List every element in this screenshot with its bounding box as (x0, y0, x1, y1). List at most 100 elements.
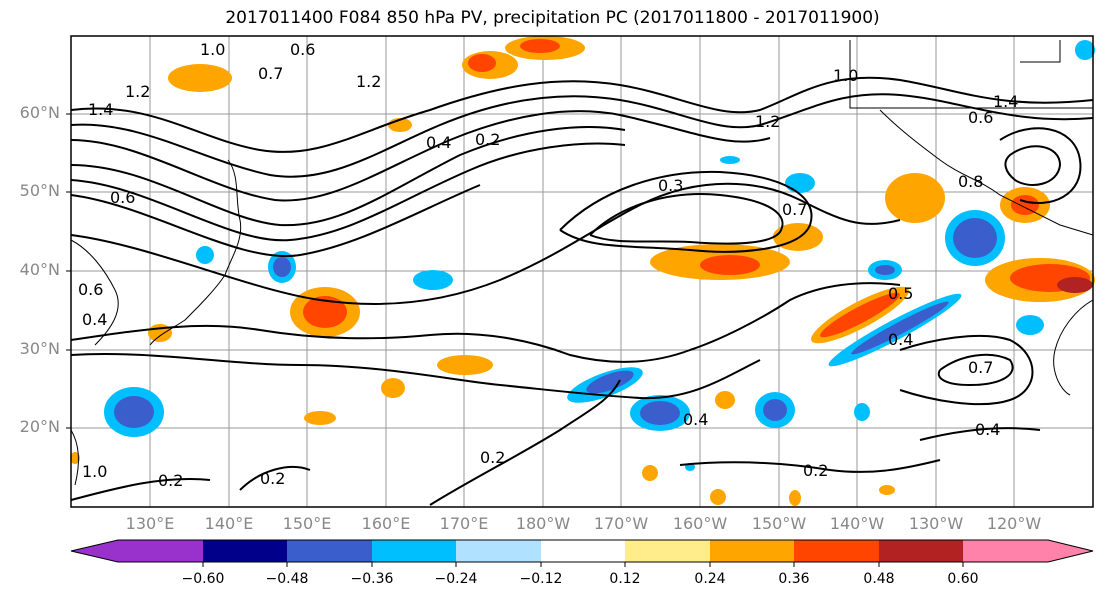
colorbar-outline (70, 539, 1094, 563)
precip-blob (851, 301, 949, 355)
coastlines (70, 40, 1094, 486)
lat-label-20n: 20°N (19, 417, 60, 436)
precip-blob (763, 399, 787, 421)
lon-label: 170°W (593, 514, 649, 533)
precip-blob (437, 355, 493, 375)
contour-label: 1.0 (200, 40, 226, 59)
contour-label: 0.3 (658, 176, 684, 195)
precip-blob (70, 452, 80, 464)
contour-label: 0.4 (888, 330, 914, 349)
contour-label: 0.2 (803, 461, 829, 480)
colorbar-swatch (794, 540, 879, 562)
colorbar-swatch (710, 540, 794, 562)
contour-label: 0.2 (475, 130, 501, 149)
lon-label: 150°W (751, 514, 807, 533)
contour-label: 0.5 (888, 284, 914, 303)
chart-title: 2017011400 F084 850 hPa PV, precipitatio… (225, 8, 880, 28)
lon-label: 130°E (125, 514, 175, 533)
colorbar-swatch (1048, 540, 1093, 562)
contour-label: 1.2 (125, 82, 151, 101)
precip-blob (1011, 195, 1039, 215)
contour-label: 0.4 (82, 310, 108, 329)
lat-label-40n: 40°N (19, 260, 60, 279)
colorbar-swatch (963, 540, 1048, 562)
precip-blob (715, 391, 735, 409)
precip-negative (104, 40, 1095, 471)
contour-label: 0.2 (158, 471, 184, 490)
colorbar-tick-label: 0.24 (694, 571, 726, 587)
lon-label: 180°W (515, 514, 571, 533)
contour-label: 1.2 (755, 112, 781, 131)
contour-label: 0.6 (290, 40, 316, 59)
precip-blob (879, 485, 895, 495)
lon-label: 140°W (829, 514, 885, 533)
precip-blob (114, 396, 154, 428)
contour-label: 0.7 (782, 200, 808, 219)
precip-blob (720, 156, 740, 164)
colorbar-tick-label: −0.12 (519, 571, 563, 587)
contour-label: 0.2 (260, 469, 286, 488)
precip-blob (586, 370, 634, 394)
lat-label-60n: 60°N (19, 103, 60, 122)
colorbar-swatch (625, 540, 710, 562)
colorbar-swatch (879, 540, 963, 562)
precip-blob (953, 218, 997, 258)
pv-contours (70, 76, 1094, 506)
precip-blob (820, 292, 900, 338)
contour-label: 1.4 (993, 92, 1019, 111)
colorbar-swatch (71, 540, 118, 562)
precip-blob (413, 270, 453, 290)
contour-label: 0.4 (426, 133, 452, 152)
precip-blob (273, 257, 291, 277)
lon-label: 120°W (986, 514, 1042, 533)
colorbar-tick-label: −0.60 (181, 571, 225, 587)
lon-label: 170°E (439, 514, 489, 533)
precip-blob (468, 54, 496, 72)
precip-blob (381, 378, 405, 398)
contour-label: 0.4 (975, 420, 1001, 439)
lat-label-30n: 30°N (19, 339, 60, 358)
precip-blob (1057, 277, 1093, 293)
lon-label: 130°W (908, 514, 964, 533)
lon-label: 160°E (361, 514, 411, 533)
precip-blob (875, 265, 895, 275)
precip-blob (642, 465, 658, 481)
colorbar-tick-label: 0.36 (778, 571, 810, 587)
colorbar-swatch (456, 540, 541, 562)
precip-blob (304, 411, 336, 425)
colorbar (70, 539, 1094, 567)
colorbar-swatch (118, 540, 203, 562)
precip-blob (640, 401, 680, 425)
precip-blob (789, 490, 801, 506)
precip-blob (196, 246, 214, 264)
graticule (71, 36, 1093, 507)
colorbar-swatch (541, 540, 625, 562)
contour-label: 0.6 (110, 188, 136, 207)
precip-blob (520, 39, 560, 53)
precip-blob (710, 489, 726, 505)
precip-blob (785, 173, 815, 193)
contour-label: 0.7 (258, 64, 284, 83)
precip-blob (1016, 315, 1044, 335)
contour-label: 0.8 (958, 172, 984, 191)
colorbar-tick-label: −0.24 (434, 571, 478, 587)
precip-blob (854, 403, 870, 421)
contour-label: 0.6 (968, 108, 994, 127)
colorbar-tick-label: 0.60 (947, 571, 979, 587)
lon-label: 160°W (672, 514, 728, 533)
precip-blob (168, 64, 232, 92)
precip-blob (1075, 40, 1095, 60)
contour-label: 0.6 (78, 280, 104, 299)
precip-blob (885, 173, 945, 223)
colorbar-swatch (203, 540, 287, 562)
contour-label: 0.2 (480, 448, 506, 467)
colorbar-swatch (372, 540, 456, 562)
lat-label-50n: 50°N (19, 181, 60, 200)
contour-label: 1.2 (356, 72, 382, 91)
precip-blob (303, 296, 347, 328)
contour-label: 1.4 (88, 100, 114, 119)
lon-label: 150°E (282, 514, 332, 533)
lon-label: 140°E (204, 514, 254, 533)
precip-positive (70, 36, 1095, 506)
